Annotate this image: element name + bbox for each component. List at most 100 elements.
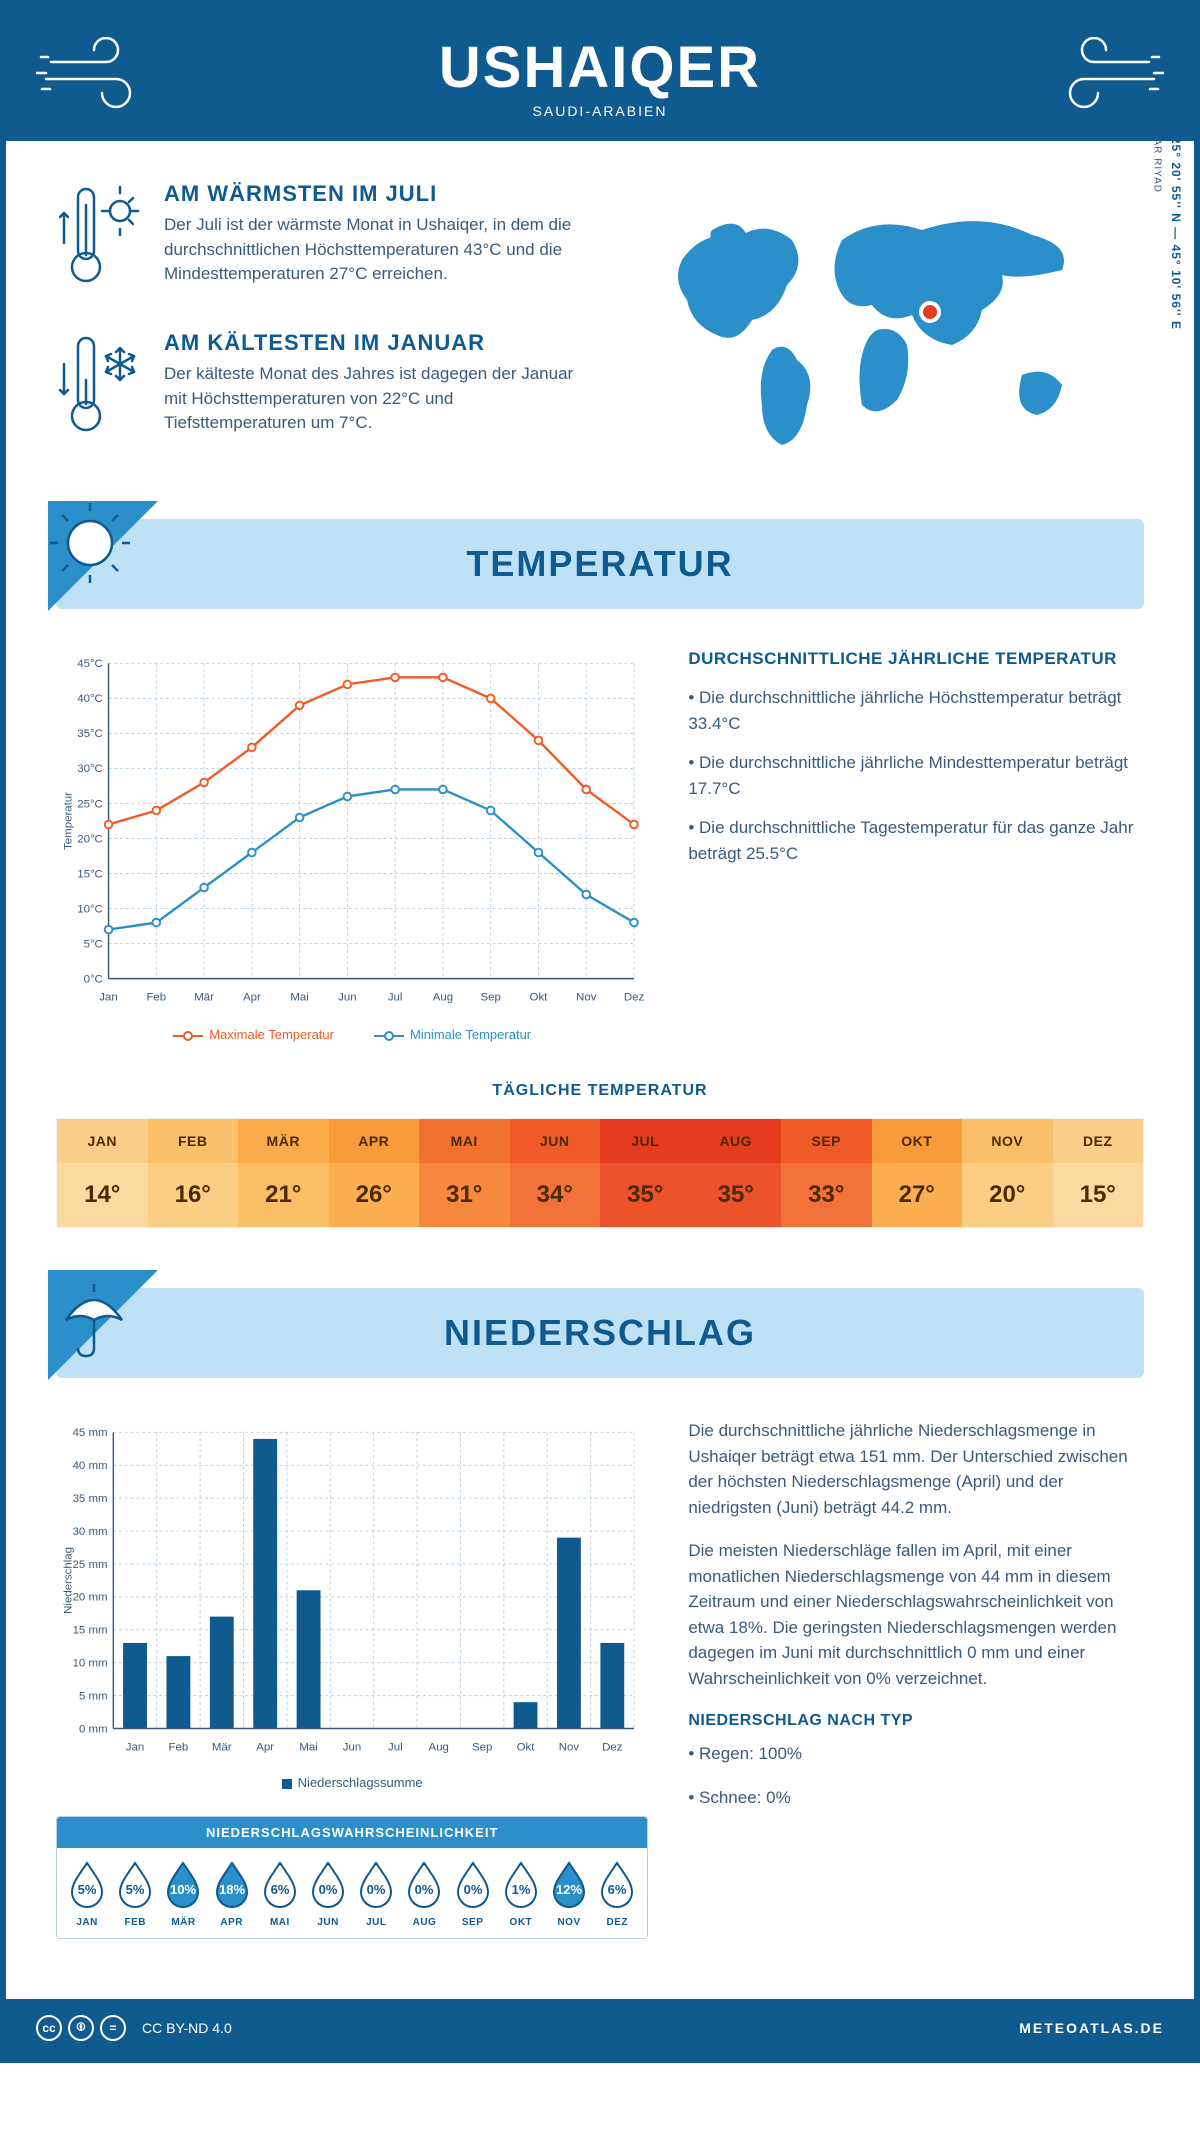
svg-text:5%: 5% (78, 1882, 97, 1897)
coordinates-label: 25° 20' 55'' N — 45° 10' 56'' E (1169, 137, 1183, 330)
svg-text:Jun: Jun (338, 992, 356, 1004)
precip-p1: Die durchschnittliche jährliche Niedersc… (688, 1418, 1144, 1520)
svg-text:45 mm: 45 mm (73, 1427, 108, 1439)
svg-text:45°C: 45°C (77, 658, 103, 670)
svg-text:Okt: Okt (517, 1742, 536, 1754)
region-label: AR RIYAD (1151, 139, 1162, 194)
license-label: CC BY-ND 4.0 (142, 2020, 232, 2036)
probability-box: NIEDERSCHLAGSWAHRSCHEINLICHKEIT 5% JAN 5… (56, 1816, 648, 1939)
thermometer-hot-icon (56, 181, 146, 296)
daily-month: MAI (419, 1119, 510, 1163)
svg-text:30 mm: 30 mm (73, 1526, 108, 1538)
probability-cell: 6% DEZ (593, 1860, 641, 1928)
svg-text:18%: 18% (219, 1882, 245, 1897)
precip-type-heading: NIEDERSCHLAG NACH TYP (688, 1709, 1144, 1733)
svg-text:Nov: Nov (559, 1742, 580, 1754)
svg-text:Niederschlag: Niederschlag (62, 1547, 74, 1614)
svg-text:10 mm: 10 mm (73, 1658, 108, 1670)
svg-text:40°C: 40°C (77, 693, 103, 705)
daily-value: 35° (691, 1163, 782, 1227)
daily-value: 16° (148, 1163, 239, 1227)
svg-text:Aug: Aug (429, 1742, 449, 1754)
svg-text:10°C: 10°C (77, 903, 103, 915)
page-footer: cc🅯= CC BY-ND 4.0 METEOATLAS.DE (6, 1999, 1194, 2057)
daily-value: 35° (600, 1163, 691, 1227)
svg-text:10%: 10% (170, 1882, 196, 1897)
sun-badge-icon (48, 501, 158, 611)
svg-text:Sep: Sep (481, 992, 501, 1004)
overview-row: AM WÄRMSTEN IM JULI Der Juli ist der wär… (56, 181, 1144, 479)
daily-value: 14° (57, 1163, 148, 1227)
svg-text:Apr: Apr (256, 1742, 274, 1754)
svg-text:Sep: Sep (472, 1742, 492, 1754)
precipitation-section-header: NIEDERSCHLAG (56, 1288, 1144, 1378)
probability-cell: 0% SEP (449, 1860, 497, 1928)
temperature-section-header: TEMPERATUR (56, 519, 1144, 609)
daily-value: 34° (510, 1163, 601, 1227)
page-subtitle: SAUDI-ARABIEN (156, 103, 1044, 119)
temperature-summary: DURCHSCHNITTLICHE JÄHRLICHE TEMPERATUR •… (688, 649, 1144, 1042)
probability-cell: 6% MAI (256, 1860, 304, 1928)
svg-text:Mär: Mär (194, 992, 214, 1004)
umbrella-badge-icon (48, 1270, 158, 1380)
temp-bullet-1: • Die durchschnittliche jährliche Höchst… (688, 685, 1144, 736)
daily-month: NOV (962, 1119, 1053, 1163)
precipitation-bar-chart: 0 mm5 mm10 mm15 mm20 mm25 mm30 mm35 mm40… (56, 1418, 648, 1762)
daily-value: 31° (419, 1163, 510, 1227)
daily-temp-table: JANFEBMÄRAPRMAIJUNJULAUGSEPOKTNOVDEZ14°1… (56, 1118, 1144, 1228)
daily-month: SEP (781, 1119, 872, 1163)
svg-text:15 mm: 15 mm (73, 1625, 108, 1637)
svg-text:Okt: Okt (530, 992, 549, 1004)
svg-text:25 mm: 25 mm (73, 1559, 108, 1571)
daily-value: 15° (1053, 1163, 1144, 1227)
thermometer-cold-icon (56, 330, 146, 445)
svg-text:Mai: Mai (290, 992, 308, 1004)
wind-icon-left (36, 37, 156, 117)
precip-legend: Niederschlagssumme (56, 1775, 648, 1790)
temp-bullet-2: • Die durchschnittliche jährliche Mindes… (688, 750, 1144, 801)
svg-text:6%: 6% (608, 1882, 627, 1897)
svg-text:Jul: Jul (388, 1742, 403, 1754)
coldest-title: AM KÄLTESTEN IM JANUAR (164, 330, 580, 356)
svg-text:25°C: 25°C (77, 798, 103, 810)
svg-text:0%: 0% (463, 1882, 482, 1897)
daily-value: 33° (781, 1163, 872, 1227)
daily-month: AUG (691, 1119, 782, 1163)
coldest-block: AM KÄLTESTEN IM JANUAR Der kälteste Mona… (56, 330, 580, 445)
daily-month: OKT (872, 1119, 963, 1163)
svg-text:1%: 1% (511, 1882, 530, 1897)
precip-p2: Die meisten Niederschläge fallen im Apri… (688, 1538, 1144, 1691)
daily-month: JUN (510, 1119, 601, 1163)
svg-text:Feb: Feb (146, 992, 166, 1004)
svg-text:0°C: 0°C (84, 973, 103, 985)
temperature-heading: TEMPERATUR (76, 543, 1124, 585)
precip-rain: • Regen: 100% (688, 1741, 1144, 1767)
svg-text:Dez: Dez (602, 1742, 623, 1754)
daily-value: 27° (872, 1163, 963, 1227)
world-map: AR RIYAD 25° 20' 55'' N — 45° 10' 56'' E (620, 181, 1144, 479)
svg-text:Aug: Aug (433, 992, 453, 1004)
daily-value: 20° (962, 1163, 1053, 1227)
daily-month: APR (329, 1119, 420, 1163)
probability-cell: 18% APR (208, 1860, 256, 1928)
svg-text:0%: 0% (319, 1882, 338, 1897)
svg-text:0 mm: 0 mm (79, 1723, 108, 1735)
coldest-text: Der kälteste Monat des Jahres ist dagege… (164, 362, 580, 436)
probability-cell: 0% JUL (352, 1860, 400, 1928)
probability-cell: 0% JUN (304, 1860, 352, 1928)
temp-summary-heading: DURCHSCHNITTLICHE JÄHRLICHE TEMPERATUR (688, 649, 1144, 669)
precipitation-summary: Die durchschnittliche jährliche Niedersc… (688, 1418, 1144, 1939)
temperature-line-chart: 0°C5°C10°C15°C20°C25°C30°C35°C40°C45°CJa… (56, 649, 648, 1042)
temp-bullet-3: • Die durchschnittliche Tagestemperatur … (688, 815, 1144, 866)
svg-text:Apr: Apr (243, 992, 261, 1004)
svg-text:5°C: 5°C (84, 938, 103, 950)
svg-text:15°C: 15°C (77, 868, 103, 880)
daily-month: JAN (57, 1119, 148, 1163)
warmest-title: AM WÄRMSTEN IM JULI (164, 181, 580, 207)
svg-text:0%: 0% (415, 1882, 434, 1897)
daily-month: JUL (600, 1119, 691, 1163)
page-title: USHAIQER (156, 34, 1044, 101)
legend-max: Maximale Temperatur (173, 1027, 334, 1042)
legend-min: Minimale Temperatur (374, 1027, 531, 1042)
svg-text:5%: 5% (126, 1882, 145, 1897)
